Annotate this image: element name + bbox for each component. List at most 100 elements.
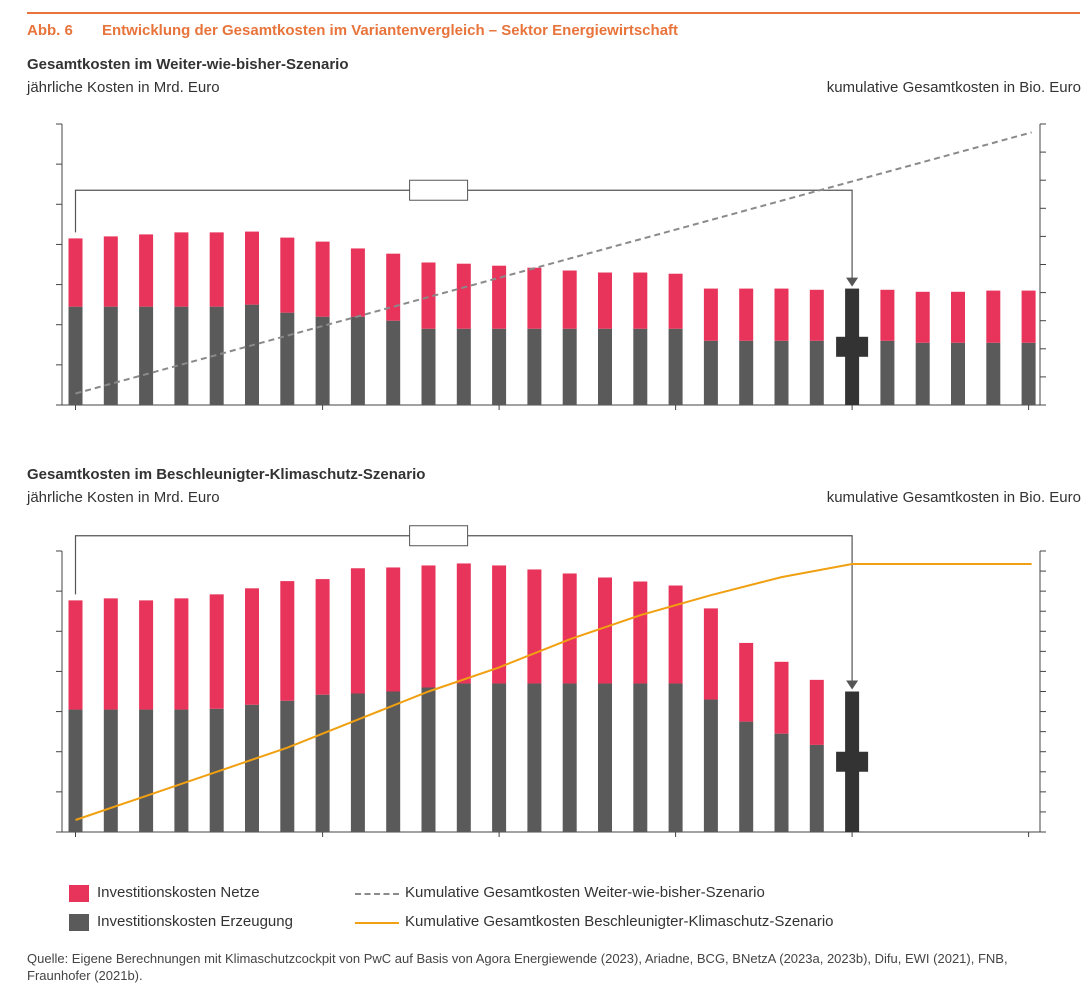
- bar-netze: [562, 270, 577, 329]
- bar-netze: [1021, 290, 1036, 343]
- bar-netze: [386, 567, 401, 692]
- bar-erzeugung: [103, 306, 118, 405]
- bar-erzeugung: [562, 328, 577, 405]
- bar-netze: [633, 272, 648, 329]
- bar-erzeugung: [915, 342, 930, 405]
- bar-netze: [209, 594, 224, 709]
- bar-erzeugung: [492, 328, 507, 405]
- bar-erzeugung: [527, 328, 542, 405]
- bar-erzeugung: [598, 328, 612, 405]
- bar-erzeugung: [951, 342, 965, 405]
- bar-netze: [350, 248, 365, 317]
- bar-erzeugung: [739, 340, 754, 405]
- legend: Investitionskosten Netze Investitionskos…: [0, 884, 1087, 934]
- bar-erzeugung: [809, 340, 824, 405]
- bar-netze: [174, 598, 189, 710]
- highlight-label-bg: [836, 751, 869, 772]
- chart1-weiter-wie-bisher: [56, 123, 1046, 410]
- bar-erzeugung: [209, 306, 224, 405]
- bar-erzeugung: [245, 304, 259, 405]
- bar-netze: [68, 238, 83, 307]
- bar-erzeugung: [103, 709, 118, 832]
- bar-erzeugung: [68, 709, 83, 832]
- bar-erzeugung: [527, 683, 542, 832]
- legend-swatch-netze: [69, 885, 89, 902]
- bar-netze: [739, 642, 754, 722]
- bar-erzeugung: [633, 328, 648, 405]
- source-note: Quelle: Eigene Berechnungen mit Klimasch…: [27, 951, 1008, 983]
- bar-netze: [527, 267, 542, 329]
- figure-label: Abb. 6: [27, 22, 73, 39]
- bar-erzeugung: [880, 340, 895, 405]
- bar-netze: [315, 241, 330, 317]
- bar-erzeugung: [209, 708, 224, 832]
- bar-erzeugung: [774, 733, 789, 832]
- figure-title: Abb. 6 Entwicklung der Gesamtkosten im Va…: [27, 22, 678, 39]
- figure-title-text: Entwicklung der Gesamtkosten im Variante…: [102, 22, 679, 39]
- bar-netze: [527, 569, 542, 684]
- bar-erzeugung: [492, 683, 507, 832]
- bracket-arrowhead: [846, 277, 859, 287]
- bar-netze: [386, 253, 401, 321]
- bar-netze: [421, 565, 436, 688]
- bar-netze: [280, 237, 295, 313]
- bar-netze: [774, 288, 789, 341]
- bar-netze: [703, 608, 718, 700]
- bar-netze: [809, 679, 824, 745]
- bar-erzeugung: [456, 683, 471, 832]
- bar-netze: [703, 288, 718, 341]
- legend-label-wwb: Kumulative Gesamtkosten Weiter-wie-bishe…: [405, 884, 765, 901]
- bracket-arrowhead: [846, 680, 859, 690]
- chart2-left-axis-label: jährliche Kosten in Mrd. Euro: [27, 489, 220, 506]
- bar-erzeugung: [668, 328, 683, 405]
- chart2-right-axis-label: kumulative Gesamtkosten in Bio. Euro: [826, 489, 1081, 506]
- bar-netze: [809, 289, 824, 341]
- bar-netze: [174, 232, 189, 307]
- bar-erzeugung: [986, 342, 1001, 405]
- bar-netze: [668, 585, 683, 684]
- bar-netze: [245, 588, 259, 705]
- bar-netze: [598, 577, 612, 684]
- bar-netze: [456, 263, 471, 329]
- bar-erzeugung: [1021, 342, 1036, 405]
- bar-erzeugung: [280, 312, 295, 405]
- bar-erzeugung: [703, 340, 718, 405]
- highlight-label-bg: [836, 336, 869, 357]
- bar-netze: [68, 600, 83, 710]
- bar-netze: [315, 579, 330, 695]
- bar-erzeugung: [421, 328, 436, 405]
- bar-erzeugung: [703, 699, 718, 832]
- bar-erzeugung: [774, 340, 789, 405]
- bar-erzeugung: [386, 320, 401, 405]
- bar-netze: [668, 273, 683, 329]
- bar-netze: [492, 565, 507, 684]
- bar-netze: [633, 581, 648, 684]
- bar-erzeugung: [739, 721, 754, 832]
- chart1-right-axis-label: kumulative Gesamtkosten in Bio. Euro: [826, 79, 1081, 96]
- chart2-title: Gesamtkosten im Beschleunigter-Klimaschu…: [27, 466, 426, 483]
- bar-netze: [209, 232, 224, 307]
- bar-netze: [245, 231, 259, 305]
- bar-netze: [915, 291, 930, 343]
- bar-netze: [598, 272, 612, 329]
- bar-erzeugung: [139, 306, 154, 405]
- bar-erzeugung: [315, 694, 330, 832]
- bracket-label-box: [409, 525, 469, 547]
- legend-label-erzeugung: Investitionskosten Erzeugung: [97, 913, 293, 930]
- cumulative-line-wwb: [75, 131, 1032, 395]
- bar-netze: [103, 598, 118, 710]
- bar-erzeugung: [68, 306, 83, 405]
- bar-erzeugung: [668, 683, 683, 832]
- bar-erzeugung: [598, 683, 612, 832]
- bar-netze: [456, 563, 471, 684]
- bar-netze: [951, 291, 965, 343]
- bar-netze: [986, 290, 1001, 343]
- bar-netze: [421, 262, 436, 329]
- bar-erzeugung: [386, 691, 401, 832]
- bar-netze: [103, 236, 118, 307]
- bar-netze: [739, 288, 754, 341]
- chart1-title: Gesamtkosten im Weiter-wie-bisher-Szenar…: [27, 56, 349, 73]
- bar-netze: [139, 234, 154, 307]
- bar-erzeugung: [315, 316, 330, 405]
- bar-erzeugung: [350, 316, 365, 405]
